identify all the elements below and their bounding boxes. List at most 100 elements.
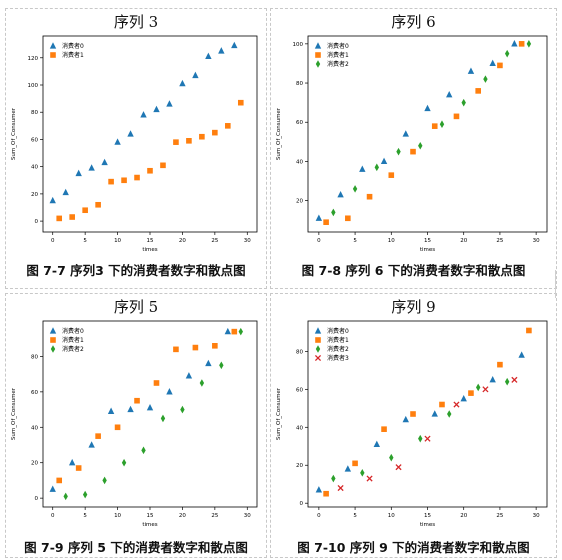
data-point-消费者0 — [315, 214, 323, 221]
data-point-消费者1 — [69, 214, 75, 220]
data-point-消费者1 — [121, 177, 127, 184]
data-point-消费者1 — [345, 215, 351, 222]
x-tick-label: 30 — [244, 238, 251, 244]
data-point-消费者2 — [102, 476, 107, 485]
data-point-消费者0 — [75, 169, 82, 177]
data-point-消费者1 — [134, 174, 140, 181]
x-tick-label: 20 — [460, 513, 467, 519]
data-point-消费者2 — [199, 379, 205, 387]
plot-area — [307, 320, 548, 508]
scatter-chart-series-3: 0 5 10 15 20 25 30 0 20 40 60 80 100 120 times Sum_Of_C… — [11, 35, 258, 253]
data-point-消费者0 — [140, 111, 147, 118]
figure-caption: 图 7-8 序列 6 下的消费者数字和散点图 — [301, 263, 526, 278]
data-point-消费者0 — [166, 388, 173, 395]
x-tick-label: 0 — [51, 238, 55, 244]
legend-marker — [49, 327, 57, 334]
legend-marker — [314, 42, 322, 49]
plot-area — [42, 320, 258, 508]
legend-label: 消费者1 — [62, 51, 84, 59]
data-point-消费者0 — [224, 327, 232, 335]
data-point-消费者0 — [127, 130, 134, 137]
data-point-消费者0 — [185, 372, 193, 379]
y-tick-label: 100 — [293, 42, 304, 48]
data-point-消费者1 — [173, 139, 179, 145]
data-point-消费者0 — [153, 105, 160, 113]
x-tick-label: 30 — [533, 513, 540, 519]
legend-marker — [49, 42, 57, 49]
data-point-消费者1 — [518, 41, 525, 47]
data-point-消费者3 — [511, 376, 518, 383]
data-point-消费者1 — [114, 424, 121, 431]
x-axis-label: times — [142, 247, 157, 253]
data-point-消费者2 — [63, 492, 68, 501]
data-point-消费者1 — [212, 129, 218, 136]
panel-title: 序列 5 — [113, 298, 159, 316]
y-tick-label: 60 — [296, 387, 303, 393]
data-point-消费者0 — [68, 458, 76, 466]
x-tick-label: 10 — [114, 513, 121, 519]
data-point-消费者0 — [62, 188, 69, 196]
marker-stroke — [453, 401, 460, 408]
legend-marker — [315, 337, 321, 343]
legend-marker — [50, 345, 56, 353]
y-tick-label: 20 — [31, 192, 38, 198]
scatter-chart-series-6: 0 5 10 15 20 25 30 20 40 60 80 100 times Sum_Of_Consu… — [276, 35, 548, 253]
y-tick-label: 40 — [31, 165, 38, 171]
data-point-消费者1 — [352, 460, 358, 467]
panel-series-6: 序列 6 0 5 10 15 20 25 30 20 40 60 80 100 times Sum_Of_… — [270, 8, 557, 289]
data-point-消费者2 — [121, 458, 127, 467]
panel-series-5: 序列 5 0 5 10 15 20 25 30 0 20 40 60 80 times Sum_Of_Co… — [5, 293, 267, 558]
data-point-消费者0 — [49, 485, 56, 492]
x-tick-label: 10 — [388, 513, 395, 519]
plot-area — [307, 35, 548, 233]
x-tick-label: 5 — [83, 513, 87, 519]
data-point-消费者3 — [395, 464, 402, 471]
data-point-消费者0 — [231, 41, 238, 49]
data-point-消费者1 — [410, 148, 416, 155]
data-point-消费者1 — [323, 490, 329, 497]
data-point-消费者3 — [424, 435, 431, 442]
data-point-消费者0 — [114, 138, 121, 145]
data-point-消费者2 — [396, 147, 401, 156]
data-point-消费者1 — [475, 88, 481, 94]
data-point-消费者3 — [482, 386, 489, 393]
x-tick-label: 15 — [424, 513, 431, 519]
legend-marker — [315, 52, 321, 58]
data-point-消费者2 — [461, 98, 466, 107]
data-point-消费者0 — [431, 410, 438, 417]
y-tick-label: 60 — [296, 120, 303, 126]
data-point-消费者1 — [173, 346, 179, 353]
data-point-消费者0 — [424, 104, 431, 112]
y-tick-label: 0 — [300, 501, 304, 507]
y-tick-label: 60 — [31, 390, 38, 396]
y-tick-label: 80 — [296, 349, 303, 355]
legend-marker — [315, 345, 321, 353]
data-point-消费者2 — [475, 383, 481, 392]
x-tick-label: 0 — [317, 513, 321, 519]
y-tick-label: 0 — [35, 496, 39, 502]
marker-stroke — [366, 475, 373, 482]
data-point-消费者2 — [418, 434, 423, 443]
marker-stroke — [424, 435, 431, 442]
data-point-消费者2 — [504, 49, 510, 58]
data-point-消费者1 — [468, 390, 474, 396]
marker-stroke — [482, 386, 489, 393]
data-point-消费者1 — [453, 113, 460, 120]
legend-label: 消费者3 — [327, 354, 349, 362]
data-point-消费者1 — [153, 380, 160, 386]
data-point-消费者1 — [134, 397, 140, 404]
y-tick-label: 40 — [296, 425, 303, 431]
data-point-消费者1 — [56, 477, 63, 484]
x-tick-label: 15 — [424, 238, 431, 244]
legend-marker — [315, 60, 321, 68]
data-point-消费者0 — [489, 59, 496, 67]
panel-series-3: 序列 3 0 5 10 15 20 25 30 0 20 40 60 80 100 120 times Sum… — [5, 8, 267, 289]
legend-marker — [314, 327, 322, 334]
plot-area — [42, 35, 258, 233]
x-tick-label: 15 — [147, 238, 154, 244]
legend-label: 消费者1 — [327, 51, 349, 59]
panel-title: 序列 3 — [113, 13, 159, 31]
x-tick-label: 30 — [533, 238, 540, 244]
y-axis-label: Sum_Of_Consumer — [11, 107, 17, 160]
